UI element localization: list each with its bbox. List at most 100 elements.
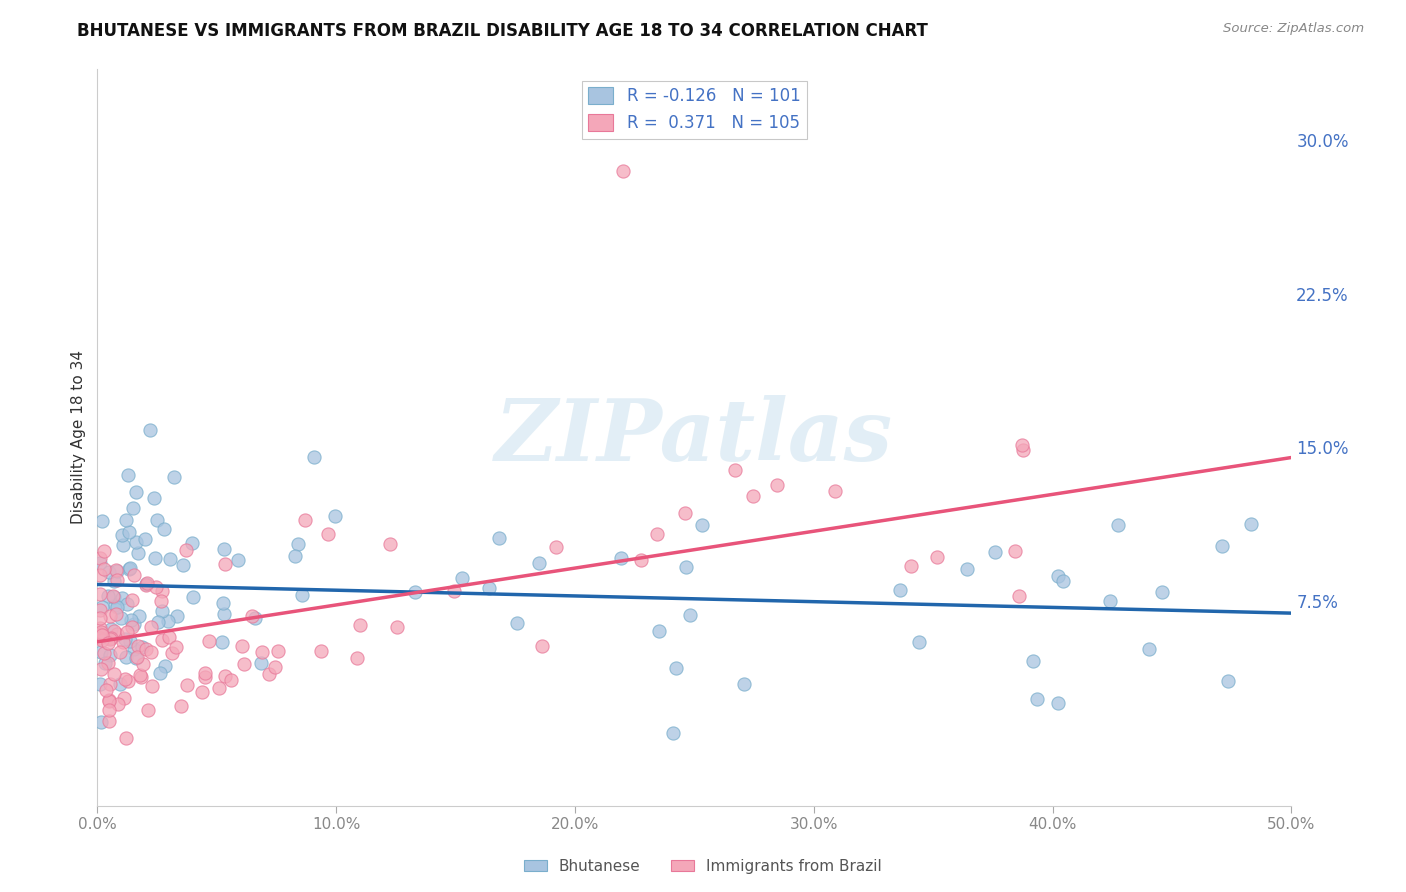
Point <box>240 608 263 623</box>
Point <box>157 615 180 629</box>
Point <box>211 635 233 649</box>
Point <box>219 673 242 687</box>
Point <box>214 541 236 556</box>
Point <box>257 667 280 681</box>
Point <box>103 574 125 589</box>
Point <box>129 668 152 682</box>
Point <box>233 657 256 671</box>
Point <box>98 565 121 579</box>
Point <box>690 518 713 533</box>
Point <box>139 645 162 659</box>
Point <box>141 679 163 693</box>
Point <box>733 677 755 691</box>
Point <box>103 667 125 681</box>
Point <box>135 642 157 657</box>
Point <box>89 556 111 570</box>
Point <box>956 562 979 576</box>
Point <box>679 607 702 622</box>
Point <box>287 536 309 550</box>
Point <box>131 670 153 684</box>
Point <box>150 604 173 618</box>
Point <box>170 698 193 713</box>
Point <box>91 600 114 615</box>
Point <box>824 483 846 498</box>
Point <box>135 576 157 591</box>
Point <box>89 551 111 566</box>
Point <box>90 632 112 647</box>
Point <box>127 639 149 653</box>
Point <box>478 581 501 595</box>
Point <box>97 589 120 603</box>
Point <box>114 513 136 527</box>
Point <box>114 673 136 687</box>
Point <box>208 681 231 695</box>
Point <box>115 650 138 665</box>
Point <box>506 615 529 630</box>
Point <box>90 662 112 676</box>
Point <box>530 639 553 653</box>
Y-axis label: Disability Age 18 to 34: Disability Age 18 to 34 <box>72 350 86 524</box>
Point <box>125 485 148 500</box>
Point <box>166 608 188 623</box>
Point <box>103 590 125 604</box>
Point <box>146 615 169 629</box>
Point <box>165 640 187 654</box>
Point <box>117 673 139 688</box>
Point <box>122 568 145 582</box>
Point <box>675 559 697 574</box>
Point <box>100 623 122 637</box>
Point <box>1011 443 1033 458</box>
Point <box>89 627 111 641</box>
Point <box>91 628 114 642</box>
Point <box>93 646 115 660</box>
Point <box>264 660 287 674</box>
Point <box>231 639 253 653</box>
Point <box>98 648 121 662</box>
Point <box>110 610 132 624</box>
Point <box>125 535 148 549</box>
Point <box>294 513 316 527</box>
Point <box>127 650 149 665</box>
Point <box>1004 543 1026 558</box>
Point <box>120 634 142 648</box>
Point <box>107 626 129 640</box>
Point <box>120 614 142 628</box>
Point <box>98 703 121 717</box>
Point <box>546 540 568 554</box>
Point <box>451 572 474 586</box>
Point <box>96 683 118 698</box>
Point <box>194 670 217 684</box>
Point <box>1022 654 1045 668</box>
Point <box>118 561 141 575</box>
Point <box>90 645 112 659</box>
Point <box>741 489 763 503</box>
Point <box>98 714 121 728</box>
Point <box>346 651 368 665</box>
Point <box>121 593 143 607</box>
Point <box>378 536 401 550</box>
Point <box>153 522 176 536</box>
Point <box>105 564 128 578</box>
Point <box>134 532 156 546</box>
Point <box>89 628 111 642</box>
Point <box>612 164 634 178</box>
Point <box>145 580 167 594</box>
Point <box>1098 594 1121 608</box>
Point <box>108 645 131 659</box>
Point <box>118 562 141 576</box>
Text: ZIPatlas: ZIPatlas <box>495 395 893 479</box>
Point <box>107 698 129 712</box>
Point <box>104 598 127 612</box>
Point <box>105 563 128 577</box>
Point <box>131 640 153 654</box>
Point <box>112 634 135 648</box>
Point <box>105 573 128 587</box>
Point <box>1152 585 1174 599</box>
Point <box>243 611 266 625</box>
Legend: R = -0.126   N = 101, R =  0.371   N = 105: R = -0.126 N = 101, R = 0.371 N = 105 <box>582 80 807 138</box>
Point <box>105 599 128 614</box>
Point <box>97 656 120 670</box>
Point <box>198 634 221 648</box>
Point <box>194 666 217 681</box>
Point <box>142 491 165 505</box>
